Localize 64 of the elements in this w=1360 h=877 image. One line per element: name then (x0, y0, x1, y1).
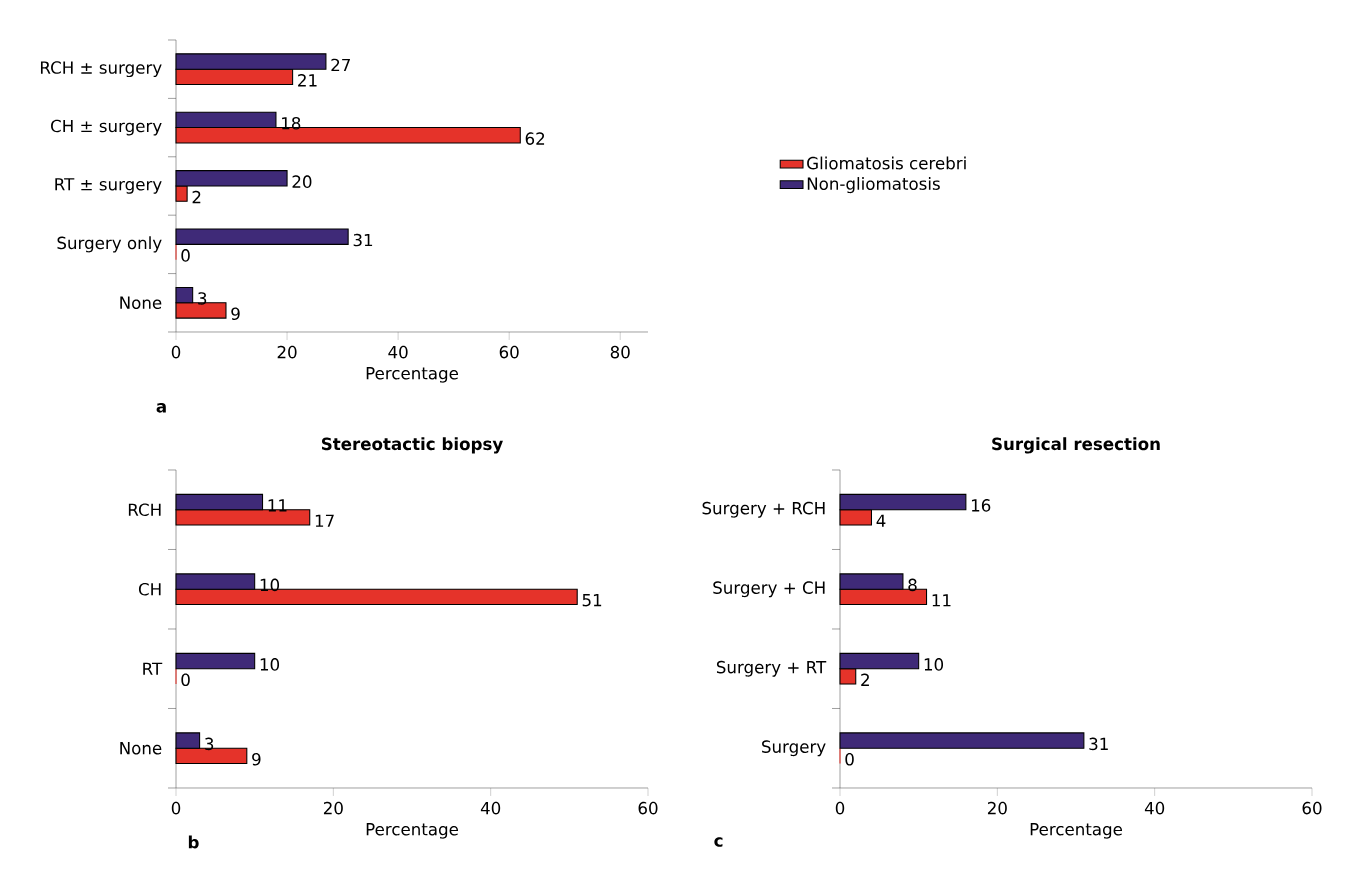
x-tick-label: 20 (277, 345, 297, 359)
chart-title: Surgical resection (992, 437, 1160, 454)
x-tick-label: 80 (610, 345, 630, 359)
y-tick-label: Surgery only (57, 236, 162, 253)
data-label: 10 (924, 658, 944, 671)
data-label: 0 (845, 752, 854, 766)
data-label: 16 (971, 499, 991, 512)
y-tick-label: Surgery + RT (716, 660, 827, 677)
x-tick-label: 20 (987, 801, 1007, 815)
legend-label: Non-gliomatosis (807, 177, 940, 194)
x-tick-label: 0 (835, 801, 845, 815)
y-tick-label: CH (138, 582, 161, 596)
data-label: 2 (192, 190, 201, 204)
data-label: 27 (331, 58, 350, 72)
x-tick-label: 0 (171, 345, 181, 359)
data-label: 9 (252, 752, 261, 766)
y-tick-label: RCH (128, 503, 161, 517)
bar (175, 228, 349, 245)
data-label: 10 (260, 578, 280, 592)
y-tick-label: RT ± surgery (55, 178, 162, 194)
data-label: 11 (268, 499, 287, 512)
data-label: 21 (298, 74, 317, 87)
y-tick-label: RT (143, 662, 163, 675)
x-tick-label: 60 (638, 801, 658, 815)
data-label: 17 (315, 514, 334, 527)
data-label: 51 (582, 594, 602, 607)
data-label: 4 (876, 514, 886, 527)
data-label: 20 (292, 175, 312, 188)
data-label: 3 (198, 292, 207, 305)
data-label: 3 (205, 737, 214, 751)
text: a (156, 403, 166, 413)
y-tick-label: None (120, 742, 162, 755)
x-axis-title: Percentage (366, 823, 459, 839)
data-label: 9 (231, 307, 240, 321)
x-tick-label: 60 (1302, 801, 1322, 815)
y-tick-label: RCH ± surgery (40, 61, 162, 78)
x-tick-label: 0 (171, 801, 181, 815)
bar (175, 652, 256, 670)
data-label: 0 (181, 249, 190, 262)
y-tick-label: Surgery (762, 740, 826, 757)
x-tick-label: 40 (388, 345, 408, 359)
text: c (714, 837, 723, 847)
y-tick-label: CH ± surgery (51, 119, 162, 136)
data-label: 8 (908, 578, 917, 592)
y-tick-label: Surgery + RCH (702, 501, 825, 518)
chart-title: Stereotactic biopsy (321, 437, 503, 454)
data-label: 62 (525, 132, 545, 145)
x-tick-label: 20 (323, 801, 343, 815)
x-tick-label: 40 (480, 801, 501, 815)
legend-label: Gliomatosis cerebri (807, 156, 966, 170)
y-tick-label: Surgery + CH (713, 581, 825, 598)
data-label: 2 (861, 673, 869, 686)
bar (839, 732, 1085, 749)
x-axis-title: Percentage (366, 367, 458, 383)
text: b (188, 835, 199, 849)
data-label: 0 (181, 673, 190, 687)
data-label: 31 (353, 233, 373, 247)
x-tick-label: 40 (1144, 801, 1165, 815)
data-label: 10 (260, 658, 280, 671)
data-label: 31 (1089, 737, 1108, 751)
data-label: 11 (932, 594, 951, 607)
x-axis-title: Percentage (1030, 823, 1123, 839)
y-tick-label: None (120, 296, 162, 309)
x-tick-label: 60 (499, 345, 519, 359)
